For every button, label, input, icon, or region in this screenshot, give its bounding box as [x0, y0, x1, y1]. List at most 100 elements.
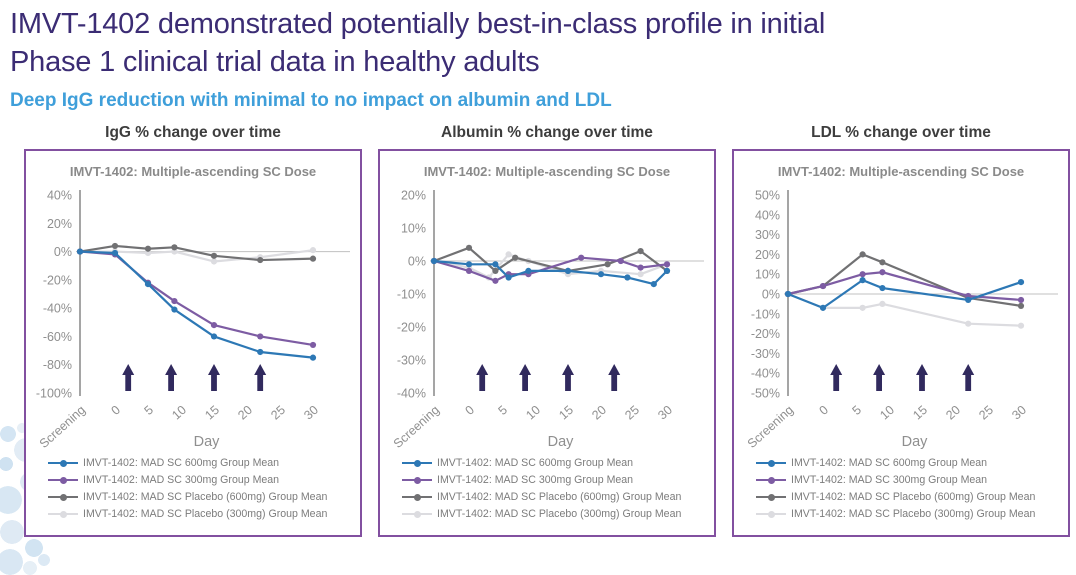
legend-item: IMVT-1402: MAD SC 600mg Group Mean: [756, 454, 1066, 471]
dose-arrow-icon: [122, 364, 135, 392]
data-point-marker: [525, 268, 532, 275]
data-point-marker: [171, 248, 178, 256]
igg-chart-card: IMVT-1402: Multiple-ascending SC Dose 40…: [24, 149, 362, 538]
legend-series-marker-icon: [756, 476, 786, 484]
data-point-marker: [111, 243, 119, 250]
y-tick-label: -30%: [397, 354, 426, 368]
data-point-marker: [144, 281, 152, 288]
dose-arrow-icon: [208, 364, 220, 392]
dose-arrow-icon: [165, 364, 178, 392]
dose-arrow-icon: [830, 364, 843, 392]
legend-series-marker-icon: [48, 476, 78, 484]
data-point-marker: [859, 277, 866, 284]
y-tick-label: 0%: [762, 288, 780, 302]
x-tick-label: 10: [169, 403, 189, 423]
x-tick-label: 5: [495, 403, 510, 418]
dose-arrow-icon: [562, 364, 574, 392]
data-point-marker: [505, 274, 512, 281]
data-point-marker: [1017, 322, 1025, 330]
x-tick-label: 0: [462, 403, 477, 418]
slide-title: IMVT-1402 demonstrated potentially best-…: [10, 6, 1066, 81]
data-point-marker: [624, 274, 631, 281]
data-point-marker: [257, 349, 264, 356]
data-point-marker: [663, 261, 671, 268]
slide-title-line2: Phase 1 clinical trial data in healthy a…: [10, 45, 540, 78]
data-point-marker: [965, 320, 972, 328]
y-tick-label: 40%: [755, 209, 780, 223]
y-tick-label: -20%: [397, 321, 426, 335]
x-tick-label: 25: [976, 403, 996, 423]
legend-series-marker-icon: [756, 510, 786, 518]
x-tick-label: 5: [141, 403, 156, 418]
x-tick-label: Screening: [37, 403, 88, 451]
x-tick-label: 10: [877, 403, 897, 423]
data-point-marker: [965, 297, 972, 304]
data-point-marker: [257, 257, 264, 264]
albumin-chart-card: IMVT-1402: Multiple-ascending SC Dose 20…: [378, 149, 716, 538]
data-point-marker: [210, 333, 218, 340]
dose-arrow-icon: [254, 364, 267, 392]
legend-series-marker-icon: [402, 459, 432, 467]
series-line: [787, 279, 1022, 310]
data-point-marker: [309, 255, 317, 263]
data-point-marker: [578, 254, 585, 262]
data-point-marker: [617, 258, 624, 265]
legend-label: IMVT-1402: MAD SC Placebo (600mg) Group …: [83, 490, 328, 503]
legend-item: IMVT-1402: MAD SC 300mg Group Mean: [756, 471, 1066, 488]
y-tick-label: -60%: [43, 330, 72, 344]
data-point-marker: [637, 248, 644, 255]
x-tick-label: 15: [910, 403, 930, 423]
dose-arrow-icon: [916, 364, 928, 392]
legend-label: IMVT-1402: MAD SC 600mg Group Mean: [437, 456, 634, 469]
x-tick-label: 15: [202, 403, 222, 423]
y-tick-label: 20%: [47, 217, 72, 231]
y-tick-label: -20%: [751, 327, 780, 341]
data-point-marker: [1017, 297, 1025, 304]
albumin-chart-inner-title: IMVT-1402: Multiple-ascending SC Dose: [423, 164, 671, 180]
legend-item: IMVT-1402: MAD SC 600mg Group Mean: [402, 454, 712, 471]
y-tick-label: -30%: [751, 347, 780, 361]
ldl-chart-inner-title: IMVT-1402: Multiple-ascending SC Dose: [777, 164, 1025, 180]
x-axis-title: Day: [194, 434, 221, 450]
y-tick-label: 20%: [401, 189, 426, 203]
chart-legend: IMVT-1402: MAD SC 600mg Group Mean IMVT-1…: [756, 454, 1066, 522]
chart-canvas: 40% 20% 0% -20% -40% -60% -80% -100% Screening 0 5…: [36, 189, 350, 451]
x-tick-label: 10: [523, 403, 543, 423]
legend-label: IMVT-1402: MAD SC 300mg Group Mean: [83, 473, 280, 486]
legend-series-marker-icon: [402, 476, 432, 484]
dose-arrow-icon: [873, 364, 886, 392]
data-point-marker: [597, 271, 605, 278]
albumin-chart-section: Albumin % change over time IMVT-1402: Mu…: [378, 124, 716, 538]
data-point-marker: [492, 261, 499, 268]
y-tick-label: 30%: [755, 228, 780, 242]
data-point-marker: [637, 264, 644, 272]
legend-label: IMVT-1402: MAD SC Placebo (300mg) Group …: [437, 507, 682, 520]
legend-item: IMVT-1402: MAD SC Placebo (300mg) Group …: [756, 505, 1066, 522]
data-point-marker: [859, 251, 866, 258]
y-tick-label: -80%: [43, 359, 72, 373]
y-tick-label: 10%: [755, 268, 780, 282]
igg-chart-plot: 40% 20% 0% -20% -40% -60% -80% -100% Screening 0 5…: [28, 179, 358, 522]
chart-legend: IMVT-1402: MAD SC 600mg Group Mean IMVT-1…: [402, 454, 712, 522]
x-tick-label: 0: [108, 403, 123, 418]
ldl-chart-card: IMVT-1402: Multiple-ascending SC Dose 50…: [732, 149, 1070, 538]
y-tick-label: -50%: [751, 387, 780, 401]
data-point-marker: [171, 244, 178, 251]
data-point-marker: [505, 251, 512, 258]
y-tick-label: -100%: [36, 387, 72, 401]
data-point-marker: [171, 298, 178, 305]
data-point-marker: [76, 248, 84, 256]
data-point-marker: [111, 250, 119, 257]
data-point-marker: [210, 322, 218, 329]
data-point-marker: [604, 261, 611, 268]
data-point-marker: [879, 259, 886, 266]
x-tick-label: 25: [268, 403, 288, 423]
x-tick-label: 25: [622, 403, 642, 423]
y-tick-label: -40%: [43, 302, 72, 316]
data-point-marker: [465, 261, 473, 268]
data-point-marker: [1017, 303, 1025, 310]
slide-header: IMVT-1402 demonstrated potentially best-…: [0, 0, 1076, 112]
y-tick-label: 0%: [54, 245, 72, 259]
legend-series-marker-icon: [48, 510, 78, 518]
x-tick-label: 20: [943, 403, 963, 423]
